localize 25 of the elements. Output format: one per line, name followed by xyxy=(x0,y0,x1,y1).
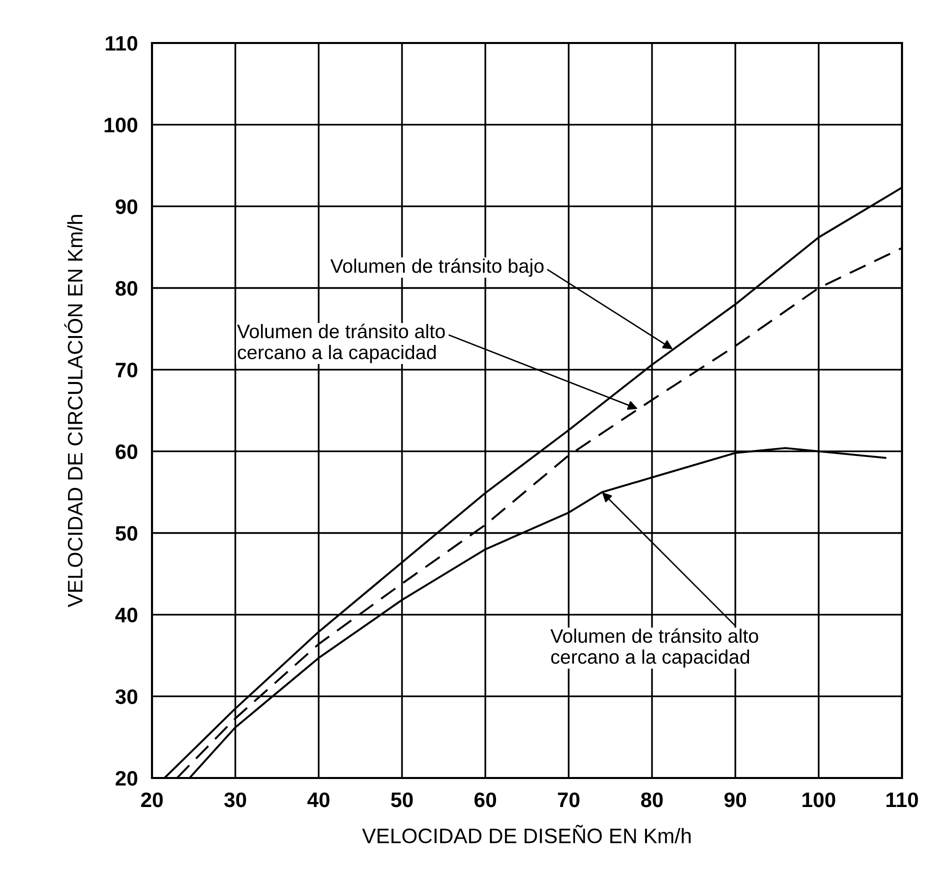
x-tick-label: 100 xyxy=(802,792,836,808)
x-tick-label: 110 xyxy=(886,792,918,808)
y-tick-label: 20 xyxy=(116,771,138,786)
y-tick-label: 100 xyxy=(104,118,138,132)
x-tick-label: 70 xyxy=(558,792,580,808)
y-axis-title: VELOCIDAD DE CIRCULACIÓN EN Km/h xyxy=(64,215,83,608)
x-axis-title: VELOCIDAD DE DISEÑO EN Km/h xyxy=(362,824,691,844)
y-tick-label: 50 xyxy=(116,526,138,541)
x-tick-label: 50 xyxy=(391,792,413,808)
x-tick-label: 20 xyxy=(141,792,163,808)
y-tick-label: 60 xyxy=(116,444,138,460)
y-tick-label: 80 xyxy=(116,281,138,296)
x-tick-label: 80 xyxy=(641,792,663,808)
annotation: Volumen de tránsito bajo xyxy=(330,258,544,277)
x-tick-label: 30 xyxy=(224,792,246,808)
y-tick-label: 30 xyxy=(115,689,138,704)
annotation: Volumen de tránsito alto cercano a la capacidad xyxy=(237,324,445,364)
x-tick-label: 60 xyxy=(474,792,496,808)
annotation: Volumen de tránsito alto cercano a la capacidad xyxy=(550,628,758,668)
x-tick-label: 90 xyxy=(724,792,746,808)
y-tick-label: 70 xyxy=(116,362,138,378)
y-tick-label: 90 xyxy=(116,199,138,214)
y-tick-label: 110 xyxy=(106,36,138,51)
x-tick-label: 40 xyxy=(307,792,330,808)
y-tick-label: 40 xyxy=(115,608,138,622)
